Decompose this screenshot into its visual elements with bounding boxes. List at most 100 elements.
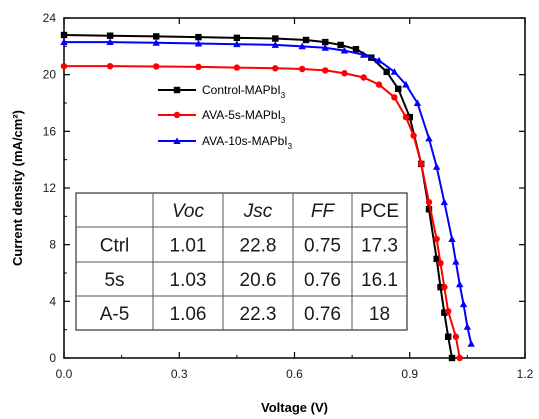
- data-point: [390, 68, 399, 75]
- data-point: [456, 354, 463, 362]
- data-point: [106, 38, 114, 46]
- data-point: [302, 36, 310, 44]
- data-point: [60, 38, 68, 46]
- data-point: [173, 86, 181, 94]
- data-point: [391, 94, 398, 101]
- legend-label: Control-MAPbI3: [202, 83, 286, 100]
- data-point: [425, 134, 433, 142]
- table-cell: 22.3: [240, 304, 277, 325]
- data-point: [425, 198, 433, 206]
- data-point: [437, 283, 444, 291]
- x-tick-label: 0.9: [401, 367, 418, 381]
- data-point: [444, 333, 452, 340]
- data-point: [410, 132, 417, 139]
- data-point: [433, 235, 440, 243]
- data-point: [459, 300, 468, 308]
- y-tick-label: 24: [43, 11, 57, 25]
- data-point: [375, 81, 383, 88]
- data-point: [194, 39, 203, 47]
- data-point: [425, 206, 433, 213]
- parameters-table: Voc Jsc FF PCE Ctrl 1.01 22.8 0.75 17.3 5s 1.03 20.…: [75, 192, 408, 331]
- data-point: [441, 283, 448, 291]
- y-tick-label: 12: [43, 181, 57, 195]
- data-point: [152, 39, 160, 46]
- data-point: [375, 56, 383, 64]
- legend-label: AVA-5s-MAPbI3: [202, 108, 286, 125]
- y-tick-label: 20: [43, 68, 57, 82]
- table-cell: 5s: [104, 270, 124, 291]
- series-1: [60, 62, 463, 362]
- data-point: [195, 63, 202, 71]
- table-cell: 1.03: [170, 270, 207, 291]
- data-point: [106, 32, 114, 39]
- table-header-cell: FF: [311, 201, 336, 222]
- data-point: [395, 85, 402, 93]
- series-layer: [60, 31, 475, 362]
- table-cell: 0.76: [304, 304, 341, 325]
- data-point: [271, 41, 279, 48]
- data-point: [463, 323, 472, 330]
- table-cell: 22.8: [240, 236, 277, 257]
- x-tick-label: 0.0: [56, 367, 73, 381]
- table-cell: 20.6: [240, 270, 277, 291]
- table-header-cell: Jsc: [243, 201, 273, 222]
- x-tick-label: 0.6: [286, 367, 303, 381]
- data-point: [272, 65, 279, 72]
- table-header-cell: PCE: [360, 201, 399, 222]
- data-point: [467, 340, 475, 347]
- data-point: [440, 198, 449, 206]
- data-point: [60, 31, 68, 39]
- data-point: [106, 62, 114, 70]
- data-point: [359, 51, 368, 58]
- y-tick-label: 16: [43, 124, 57, 138]
- data-point: [402, 113, 410, 121]
- data-point: [173, 111, 181, 119]
- data-point: [406, 113, 413, 121]
- table-cell: 17.3: [361, 236, 398, 257]
- data-point: [322, 38, 329, 46]
- data-point: [153, 63, 160, 70]
- data-point: [448, 354, 456, 362]
- data-point: [413, 99, 422, 106]
- data-point: [444, 308, 452, 315]
- data-point: [321, 44, 329, 51]
- data-point: [432, 163, 441, 170]
- y-axis-title: Current density (mA/cm²): [10, 110, 25, 266]
- data-point: [452, 333, 460, 340]
- table-cell: 18: [369, 304, 390, 325]
- data-point: [452, 257, 460, 265]
- y-tick-label: 8: [49, 238, 56, 252]
- data-point: [340, 46, 349, 54]
- data-point: [360, 74, 367, 81]
- y-tick-label: 0: [49, 351, 56, 365]
- data-point: [233, 34, 241, 42]
- data-point: [433, 255, 440, 263]
- x-tick-label: 1.2: [517, 367, 534, 381]
- data-point: [456, 280, 464, 288]
- legend: Control-MAPbI3 AVA-5s-MAPbI3 AVA-10s-MAPbI…: [158, 83, 293, 151]
- table-cell: 1.01: [170, 236, 207, 257]
- data-point: [298, 42, 306, 50]
- data-point: [341, 70, 348, 77]
- data-point: [60, 62, 68, 70]
- data-point: [153, 33, 160, 40]
- table-cell: 0.75: [304, 236, 341, 257]
- legend-label: AVA-10s-MAPbI3: [202, 134, 293, 151]
- y-tick-label: 4: [49, 294, 56, 308]
- x-axis-title: Voltage (V): [261, 400, 328, 415]
- series-2: [60, 38, 475, 347]
- data-point: [383, 68, 390, 76]
- table-cell: Ctrl: [100, 236, 130, 257]
- data-point: [173, 137, 181, 144]
- data-point: [437, 259, 444, 267]
- data-point: [441, 309, 448, 316]
- table-cell: 16.1: [361, 270, 398, 291]
- data-point: [448, 235, 456, 242]
- data-point: [337, 41, 344, 49]
- data-point: [418, 160, 425, 168]
- axes: 0.0 0.3 0.6 0.9 1.2 0 4 8 12 16 20 24 Voltage (V) Cur…: [10, 11, 534, 415]
- data-point: [272, 35, 279, 42]
- table-cell: A-5: [100, 304, 130, 325]
- data-point: [233, 64, 241, 71]
